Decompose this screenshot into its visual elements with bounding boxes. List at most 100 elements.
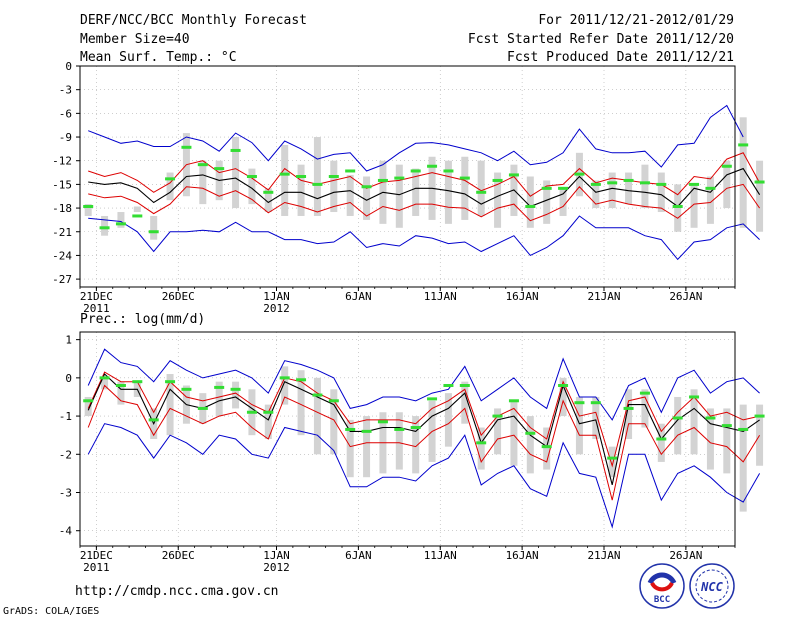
forecast-marker xyxy=(508,173,519,177)
ensemble-box xyxy=(346,174,354,216)
chart-title: DERF/NCC/BCC Monthly Forecast xyxy=(80,13,307,28)
ensemble-box xyxy=(723,408,731,474)
ensemble-box xyxy=(641,389,649,428)
forecast-marker xyxy=(394,427,405,431)
ensemble-box xyxy=(477,427,485,470)
forecast-marker xyxy=(459,176,470,180)
x-tick-label-year: 2012 xyxy=(263,302,290,315)
ensemble-box xyxy=(756,160,764,232)
ensemble-box xyxy=(477,160,485,216)
ensemble-box xyxy=(543,180,551,224)
forecast-marker xyxy=(721,164,732,168)
forecast-marker xyxy=(427,397,438,401)
forecast-marker xyxy=(377,178,388,182)
source-url: http://cmdp.ncc.cma.gov.cn xyxy=(75,584,279,599)
ensemble-box xyxy=(395,164,403,228)
forecast-marker xyxy=(361,429,372,433)
ensemble-box xyxy=(117,212,125,228)
forecast-marker xyxy=(197,406,208,410)
ensemble-box xyxy=(101,377,109,390)
forecast-marker xyxy=(394,176,405,180)
ensemble-box xyxy=(625,389,633,439)
y-tick-label: 0 xyxy=(65,60,72,73)
x-tick-label: 6JAN xyxy=(345,290,372,303)
ensemble-box xyxy=(575,396,583,455)
ensemble-box xyxy=(543,427,551,470)
fcst-produced-date: Fcst Produced Date 2011/12/21 xyxy=(507,50,734,65)
ensemble-box xyxy=(133,206,141,213)
ensemble-box xyxy=(739,404,747,512)
ensemble-box xyxy=(101,215,109,236)
ensemble-box xyxy=(313,137,321,216)
forecast-marker xyxy=(296,175,307,178)
forecast-marker xyxy=(361,185,372,189)
ensemble-box xyxy=(166,172,174,201)
ensemble-box xyxy=(494,408,502,455)
forecast-marker xyxy=(181,387,192,391)
series-line-mean xyxy=(88,167,761,208)
forecast-marker xyxy=(656,182,667,186)
ensemble-box xyxy=(690,389,698,455)
forecast-marker xyxy=(410,169,421,173)
x-tick-label: 26DEC xyxy=(162,290,195,303)
y-tick-label: -3 xyxy=(59,487,72,500)
y-tick-label: -2 xyxy=(59,448,72,461)
y-tick-label: -12 xyxy=(52,155,72,168)
forecast-marker xyxy=(672,204,683,208)
ensemble-box xyxy=(461,381,469,424)
ensemble-box xyxy=(84,396,92,417)
ensemble-box xyxy=(739,117,747,228)
ensemble-box xyxy=(117,381,125,405)
forecast-marker xyxy=(705,416,716,420)
ensemble-box xyxy=(592,396,600,439)
forecast-marker xyxy=(328,399,339,403)
forecast-marker xyxy=(214,385,225,389)
ensemble-box xyxy=(264,188,272,213)
forecast-marker xyxy=(99,376,110,380)
x-tick-label: 21JAN xyxy=(587,290,620,303)
forecast-marker xyxy=(165,177,176,181)
forecast-marker xyxy=(148,418,159,422)
ensemble-box xyxy=(444,160,452,224)
series-line-std-low xyxy=(87,384,761,501)
y-tick-label: -9 xyxy=(59,131,72,144)
y-tick-label: -4 xyxy=(59,525,73,538)
ensemble-box xyxy=(625,172,633,205)
y-tick-label: -18 xyxy=(52,202,72,215)
ensemble-box xyxy=(215,381,223,417)
series-line-min xyxy=(88,215,760,261)
ensemble-box xyxy=(592,180,600,209)
ensemble-box xyxy=(248,168,256,205)
forecast-marker xyxy=(99,226,110,230)
y-tick-label: -15 xyxy=(52,178,72,191)
x-tick-label: 26DEC xyxy=(162,549,195,562)
forecast-marker xyxy=(639,181,650,185)
ensemble-box xyxy=(84,204,92,216)
ensemble-box xyxy=(313,377,321,455)
forecast-marker xyxy=(377,420,388,424)
ensemble-box xyxy=(494,172,502,228)
forecast-marker xyxy=(230,387,241,391)
forecast-marker xyxy=(754,180,765,184)
x-tick-label: 11JAN xyxy=(424,549,457,562)
ensemble-box xyxy=(330,160,338,213)
y-tick-label: -3 xyxy=(59,84,72,97)
forecast-marker xyxy=(410,426,421,430)
precip-panel-title: Prec.: log(mm/d) xyxy=(80,312,205,327)
ensemble-box xyxy=(510,400,518,466)
bcc-logo-text: BCC xyxy=(654,595,670,605)
forecast-marker xyxy=(689,395,700,399)
ensemble-box xyxy=(166,374,174,436)
variable-label: Mean Surf. Temp.: °C xyxy=(80,50,237,65)
ensemble-box xyxy=(559,188,567,216)
forecast-marker xyxy=(115,384,126,387)
forecast-marker xyxy=(181,145,192,149)
ensemble-box xyxy=(706,176,714,224)
ensemble-box xyxy=(412,168,420,216)
ncc-logo-text: NCC xyxy=(700,580,723,594)
forecast-marker xyxy=(263,410,274,414)
series-line-std-low xyxy=(88,183,761,222)
ensemble-box xyxy=(674,396,682,455)
y-tick-label: -27 xyxy=(52,273,72,286)
forecast-marker xyxy=(83,204,94,208)
